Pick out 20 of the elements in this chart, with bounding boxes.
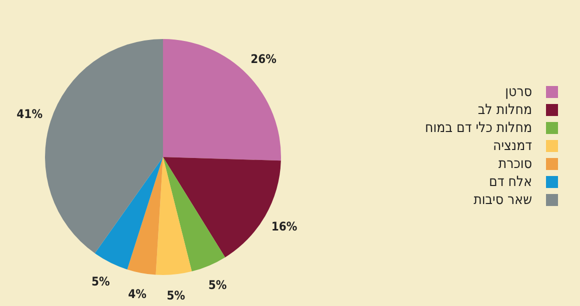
pie-slice	[45, 39, 163, 254]
legend-label: שאר סיבות	[474, 192, 532, 208]
data-label: 5%	[91, 274, 110, 289]
legend-label: סרטן	[505, 84, 532, 100]
pie-slice	[163, 157, 226, 272]
data-label: 4%	[128, 286, 147, 301]
legend-label: מחלות כלי דם במוח	[424, 120, 532, 136]
data-label: 5%	[166, 288, 186, 303]
legend-label: דמנציה	[493, 138, 532, 154]
legend-label: אלח דם	[488, 174, 532, 190]
data-label: 26%	[250, 52, 277, 66]
data-label: 16%	[271, 219, 298, 234]
pie-slice	[163, 39, 281, 161]
pie-slice	[94, 157, 163, 270]
pie-slice	[127, 157, 163, 275]
legend-label: מחלות לב	[478, 102, 532, 118]
data-label: 5%	[208, 278, 227, 292]
legend-label: סוכרת	[498, 156, 532, 172]
data-label: 41%	[16, 106, 43, 121]
pie-slice	[156, 157, 192, 275]
